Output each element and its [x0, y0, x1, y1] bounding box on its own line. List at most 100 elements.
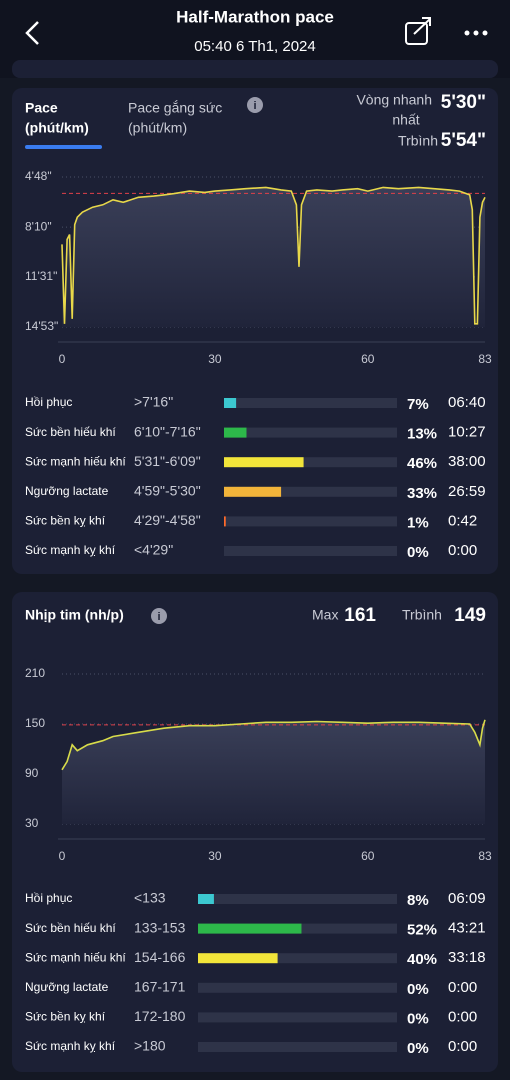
x-tick-label: 30	[208, 352, 222, 366]
back-button[interactable]	[25, 21, 39, 45]
zone-range: >180	[134, 1038, 166, 1054]
zone-percent: 0%	[407, 544, 429, 561]
y-tick-label: 150	[25, 716, 45, 730]
stat-value: 5'54"	[441, 130, 486, 151]
tab-label[interactable]: Pace	[25, 100, 58, 116]
zone-range: 172-180	[134, 1008, 186, 1024]
x-tick-label: 30	[208, 849, 222, 863]
zone-time: 06:40	[448, 394, 486, 411]
info-icon[interactable]: i	[247, 97, 263, 113]
area	[62, 719, 485, 824]
zone-track	[198, 982, 397, 993]
more-button[interactable]	[464, 30, 488, 36]
zone-range: 167-171	[134, 979, 186, 995]
zone-time: 0:00	[448, 1008, 477, 1025]
x-tick-label: 83	[478, 352, 492, 366]
card-edge	[12, 60, 498, 78]
stat-label: Max	[312, 607, 338, 623]
zone-range: 154-166	[134, 949, 186, 965]
zone-percent: 1%	[407, 514, 429, 531]
zone-bar	[224, 427, 247, 438]
title: Half-Marathon pace	[176, 7, 334, 26]
zone-track	[224, 516, 397, 527]
zone-bar	[224, 486, 282, 497]
zone-percent: 40%	[407, 951, 437, 968]
zone-track	[224, 427, 397, 438]
zone-track	[224, 457, 397, 468]
zone-track	[224, 546, 397, 556]
zone-bar	[224, 398, 237, 408]
zone-name: Sức bền kỵ khí	[25, 1010, 106, 1024]
zone-percent: 7%	[407, 396, 429, 413]
zone-time: 0:00	[448, 979, 477, 996]
zone-time: 33:18	[448, 949, 486, 966]
zone-percent: 0%	[407, 1010, 429, 1027]
stat-label: Vòng nhanh	[356, 92, 432, 108]
zone-time: 0:00	[448, 1038, 477, 1055]
subtitle: 05:40 6 Th1, 2024	[194, 38, 316, 55]
stat-value: 161	[344, 605, 376, 626]
zone-bar	[198, 894, 214, 904]
stat-value: 5'30"	[441, 92, 486, 113]
zone-range: <133	[134, 890, 166, 906]
zone-bar	[198, 953, 278, 964]
zone-name: Sức mạnh kỵ khí	[25, 1039, 116, 1053]
y-tick-label: 11'31"	[25, 269, 57, 283]
svg-text:i: i	[253, 100, 256, 112]
stat-label: Trbình	[402, 607, 442, 623]
zone-name: Hồi phục	[25, 395, 72, 409]
zone-percent: 52%	[407, 922, 437, 939]
zone-range: <4'29"	[134, 542, 173, 558]
y-tick-label: 8'10"	[25, 219, 52, 233]
tab-label[interactable]: (phút/km)	[128, 120, 187, 136]
tab-label[interactable]: (phút/km)	[25, 120, 89, 136]
card-title: Nhịp tim (nh/p)	[25, 607, 124, 623]
zone-track	[224, 398, 397, 408]
zone-name: Sức mạnh kỵ khí	[25, 543, 116, 557]
zone-percent: 33%	[407, 485, 437, 502]
x-tick-label: 60	[361, 352, 375, 366]
zone-time: 06:09	[448, 890, 486, 907]
zone-time: 0:42	[448, 512, 477, 529]
x-tick-label: 60	[361, 849, 375, 863]
zone-name: Sức bền hiếu khí	[25, 921, 116, 935]
zone-time: 26:59	[448, 483, 486, 500]
zone-range: 5'31"-6'09"	[134, 453, 201, 469]
line	[61, 186, 486, 325]
zone-name: Sức bền kỵ khí	[25, 514, 106, 528]
y-tick-label: 90	[25, 766, 39, 780]
zone-range: 6'10"-7'16"	[134, 423, 201, 439]
stat-label: nhất	[392, 112, 419, 128]
zone-bar	[224, 516, 226, 527]
zone-percent: 46%	[407, 455, 437, 472]
zone-track	[198, 953, 397, 964]
zone-percent: 0%	[407, 981, 429, 998]
info-icon[interactable]: i	[151, 608, 167, 624]
zone-range: 133-153	[134, 919, 186, 935]
x-tick-label: 0	[59, 849, 66, 863]
zone-name: Ngưỡng lactate	[25, 484, 109, 498]
zone-range: >7'16"	[134, 394, 173, 410]
zone-track	[198, 1012, 397, 1023]
zone-name: Hồi phục	[25, 891, 72, 905]
zone-percent: 8%	[407, 892, 429, 909]
zone-bar	[198, 923, 302, 934]
zone-name: Sức mạnh hiếu khí	[25, 454, 126, 468]
hr-card	[12, 592, 498, 1072]
line	[61, 719, 486, 771]
zone-track	[198, 894, 397, 904]
x-tick-label: 0	[59, 352, 66, 366]
tab-label[interactable]: Pace gắng sức	[128, 100, 222, 116]
zone-name: Sức bền hiếu khí	[25, 425, 116, 439]
stat-label: Trbình	[398, 133, 438, 149]
zone-name: Ngưỡng lactate	[25, 980, 109, 994]
zone-percent: 13%	[407, 426, 437, 443]
zone-track	[224, 486, 397, 497]
zone-bar	[224, 457, 304, 468]
stat-value: 149	[454, 605, 486, 626]
zone-range: 4'29"-4'58"	[134, 512, 201, 528]
zone-range: 4'59"-5'30"	[134, 483, 201, 499]
share-button[interactable]	[405, 17, 431, 45]
y-tick-label: 4'48"	[25, 169, 52, 183]
